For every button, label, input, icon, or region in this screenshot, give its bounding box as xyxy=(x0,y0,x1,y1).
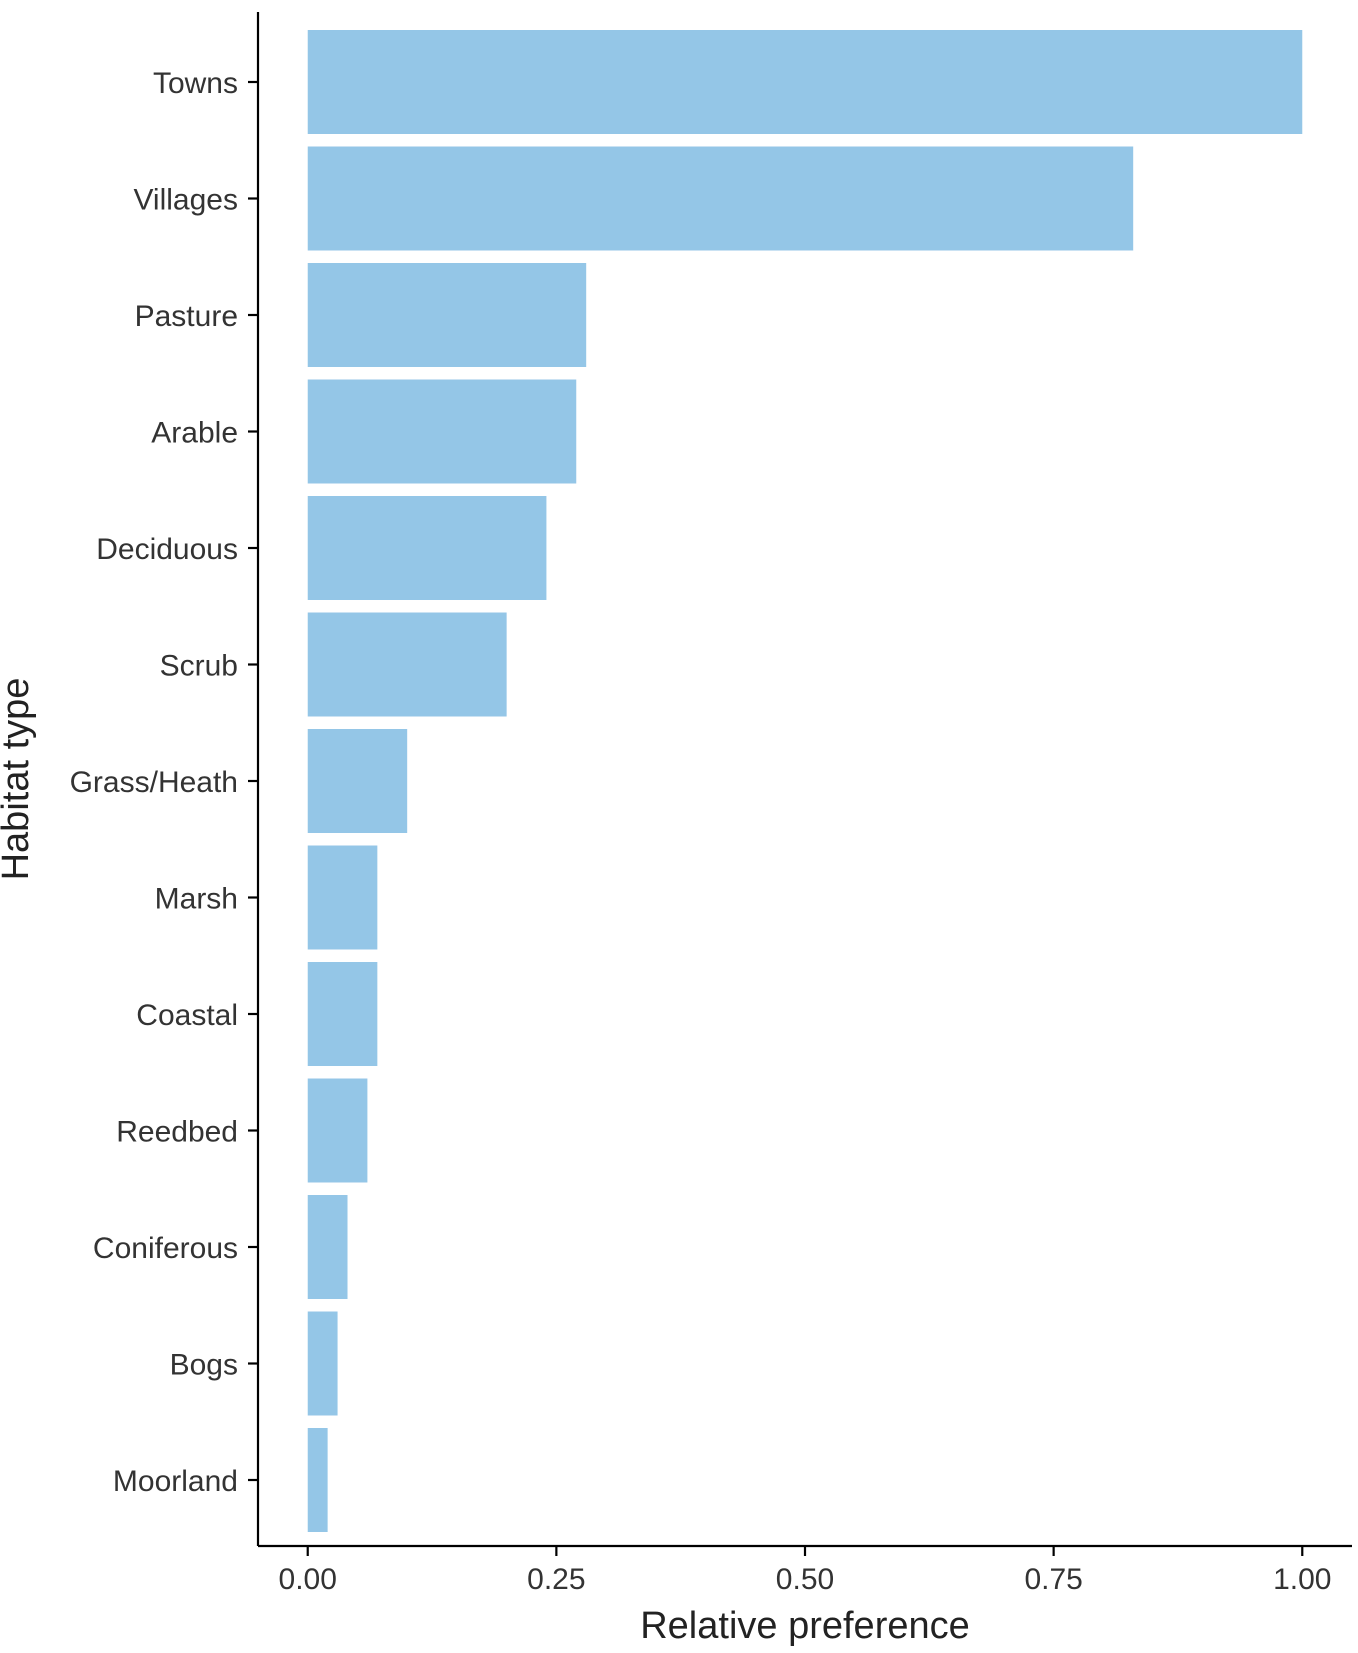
x-tick-label: 0.25 xyxy=(527,1563,585,1596)
y-tick-label: Coniferous xyxy=(93,1232,238,1265)
bar-bogs xyxy=(307,1311,338,1416)
y-tick-label: Grass/Heath xyxy=(70,766,238,799)
bar-marsh xyxy=(307,845,378,950)
bar-coniferous xyxy=(307,1195,348,1299)
bar-arable xyxy=(307,379,577,484)
x-tick-label: 0.00 xyxy=(279,1563,337,1596)
x-axis: 0.00 0.25 0.50 0.75 1.00 xyxy=(258,1544,1352,1596)
bar-villages xyxy=(307,146,1134,251)
y-tick-label: Reedbed xyxy=(116,1116,238,1149)
y-tick-label: Villages xyxy=(133,184,238,217)
y-tick-label: Marsh xyxy=(155,883,238,916)
bars-group xyxy=(307,30,1303,1532)
y-axis-title: Habitat type xyxy=(0,678,37,881)
x-tick-label: 0.75 xyxy=(1024,1563,1082,1596)
x-tick-label: 1.00 xyxy=(1273,1563,1331,1596)
y-tick-label: Arable xyxy=(151,417,238,450)
bar-scrub xyxy=(307,612,507,717)
bar-pasture xyxy=(307,263,587,367)
y-tick-label: Bogs xyxy=(170,1349,238,1382)
y-tick-label: Moorland xyxy=(113,1465,238,1498)
bar-moorland xyxy=(307,1428,328,1532)
y-tick-label: Towns xyxy=(153,67,238,100)
y-axis: Towns Villages Pasture Arable Deciduous Scrub… xyxy=(70,12,260,1546)
bar-deciduous xyxy=(307,496,547,600)
bar-coastal xyxy=(307,962,378,1066)
y-tick-label: Coastal xyxy=(136,999,238,1032)
bar-towns xyxy=(307,30,1303,134)
bar-reedbed xyxy=(307,1078,368,1183)
x-tick-label: 0.50 xyxy=(776,1563,834,1596)
bar-grass-heath xyxy=(307,729,408,833)
x-axis-title: Relative preference xyxy=(640,1605,970,1647)
y-tick-label: Deciduous xyxy=(96,533,238,566)
y-tick-label: Scrub xyxy=(160,650,238,683)
y-tick-label: Pasture xyxy=(135,300,238,333)
